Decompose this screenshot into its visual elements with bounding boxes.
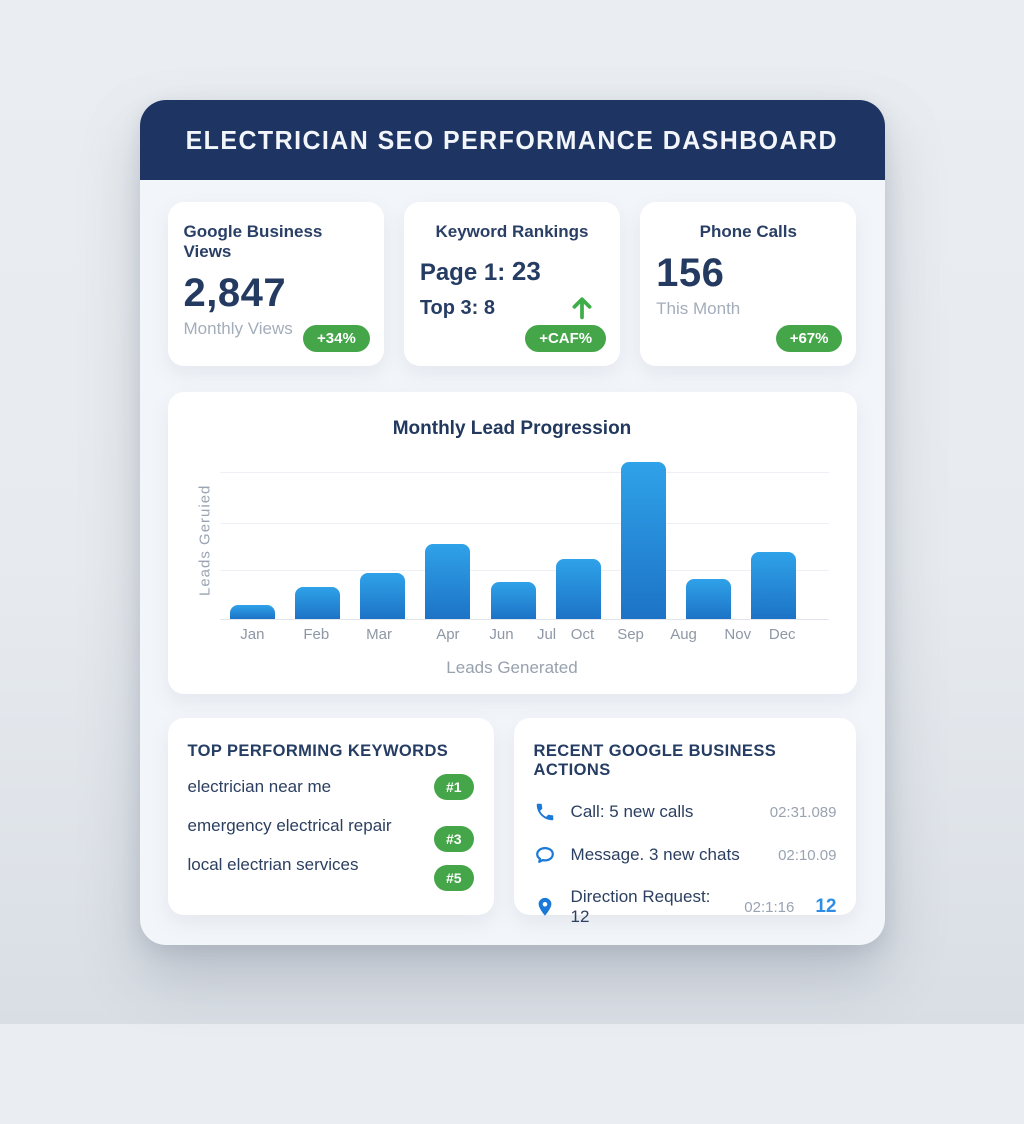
- seo-dashboard: ELECTRICIAN SEO PERFORMANCE DASHBOARD Go…: [139, 100, 885, 945]
- action-time: 02:31.089: [769, 803, 837, 821]
- chart-title: Monthly Lead Progression: [392, 418, 632, 439]
- x-tick-label: Oct: [570, 626, 595, 643]
- stat-card-keyword-rankings: Keyword Rankings Page 1: 23 Top 3: 8 +CA…: [403, 202, 621, 366]
- phone-icon: [536, 803, 553, 821]
- chart-bar-2: [360, 572, 406, 619]
- page1-label: Page 1:: [419, 259, 506, 286]
- action-row-message: Message. 3 new chats 02:10.09: [534, 844, 837, 866]
- panel-title: RECENT GOOGLE BUSINESS ACTIONS: [533, 742, 777, 779]
- stat-card-phone-calls: Phone Calls 156 This Month +67%: [640, 202, 857, 366]
- keyword-row: electrician near me #1: [188, 774, 474, 800]
- stat-subtitle: This Month: [656, 299, 741, 318]
- action-highlight-value: 12: [815, 896, 837, 917]
- stat-subtitle: Monthly Views: [183, 319, 293, 338]
- gridline: [219, 471, 829, 473]
- page1-ranking: Page 1: 23: [420, 256, 604, 287]
- rank-badge: #3: [433, 826, 474, 852]
- top3-ranking: Top 3: 8: [420, 294, 604, 322]
- top3-label: Top 3:: [419, 296, 479, 319]
- map-pin-icon: [538, 897, 551, 916]
- stat-title: Keyword Rankings: [435, 222, 589, 241]
- gridline: [219, 522, 829, 524]
- x-axis-tick-labels: Jan Feb Mar Apr Jun Jul Oct Sep Aug Nov Dec: [220, 626, 829, 648]
- action-label: Direction Request: 12: [570, 887, 711, 926]
- keyword-text: emergency electrical repair: [187, 816, 392, 835]
- chart-bar-3: [425, 544, 471, 619]
- chart-bar-1: [295, 587, 341, 619]
- x-tick-label: Dec: [768, 626, 796, 643]
- google-business-actions-panel: RECENT GOOGLE BUSINESS ACTIONS Call: 5 n…: [513, 718, 857, 926]
- x-tick-label: Jan: [240, 626, 265, 643]
- page-title: ELECTRICIAN SEO PERFORMANCE DASHBOARD: [185, 124, 839, 155]
- chart-bar-4: [490, 582, 536, 619]
- page1-value: 23: [511, 256, 541, 286]
- x-axis-title: Leads Generated: [446, 658, 578, 677]
- action-time: 02:10.09: [778, 846, 837, 864]
- stat-card-google-business-views: Google Business Views 2,847 Monthly View…: [167, 202, 384, 366]
- green-up-arrow-icon: [572, 297, 592, 320]
- chart-plot-area: [219, 460, 829, 620]
- chart-bar-0: [229, 604, 275, 619]
- action-row-directions: Direction Request: 12 02:1:16 12: [534, 887, 837, 927]
- chart-bar-6: [620, 461, 666, 619]
- rank-badge: #5: [433, 865, 474, 891]
- y-axis-label: Leads Geruied: [196, 484, 213, 596]
- x-tick-label: Jul: [536, 626, 557, 643]
- x-tick-label: Apr: [436, 626, 460, 643]
- x-tick-label: Jun: [489, 626, 514, 643]
- rank-badge: #1: [433, 774, 474, 800]
- stats-row: Google Business Views 2,847 Monthly View…: [140, 180, 885, 366]
- action-label: Message. 3 new chats: [570, 845, 740, 864]
- keyword-list: electrician near me #1 emergency electri…: [187, 774, 474, 891]
- x-tick-label: Aug: [670, 626, 697, 643]
- chart-bar-7: [685, 579, 732, 619]
- action-label: Call: 5 new calls: [570, 802, 694, 821]
- status-badge: +34%: [303, 325, 370, 352]
- stat-value: 2,847: [183, 271, 287, 315]
- monthly-lead-chart-card: Monthly Lead Progression Leads Geruied J…: [167, 392, 857, 694]
- chart-body: Leads Geruied: [190, 460, 835, 620]
- top3-value: 8: [483, 296, 496, 319]
- panel-title: TOP PERFORMING KEYWORDS: [187, 742, 449, 760]
- keyword-text: local electrian services: [187, 855, 359, 874]
- keyword-row: emergency electrical repair #3: [187, 813, 474, 852]
- keyword-row: local electrian services #5: [187, 852, 474, 891]
- x-tick-label: Sep: [617, 626, 644, 643]
- x-tick-label: Nov: [724, 626, 752, 643]
- status-badge: +67%: [775, 325, 843, 352]
- stat-title: Phone Calls: [699, 222, 797, 241]
- action-list: Call: 5 new calls 02:31.089 Message. 3 n…: [534, 801, 837, 927]
- dashboard-header: ELECTRICIAN SEO PERFORMANCE DASHBOARD: [139, 100, 885, 180]
- stat-title: Google Business Views: [183, 222, 323, 261]
- action-time: 02:1:16: [744, 898, 795, 916]
- gridline: [219, 570, 829, 572]
- stat-value: 156: [656, 251, 725, 295]
- x-tick-label: Feb: [303, 626, 330, 643]
- chart-bar-5: [555, 558, 601, 619]
- x-tick-label: Mar: [366, 626, 392, 643]
- top-keywords-panel: TOP PERFORMING KEYWORDS electrician near…: [167, 718, 494, 915]
- bottom-row: TOP PERFORMING KEYWORDS electrician near…: [167, 718, 857, 926]
- top3-text: Top 3: 8: [420, 297, 495, 320]
- keyword-text: electrician near me: [187, 777, 332, 796]
- chart-bar-8: [751, 552, 797, 619]
- action-row-call: Call: 5 new calls 02:31.089: [534, 801, 837, 823]
- chat-icon: [535, 847, 554, 863]
- status-badge: +CAF%: [525, 325, 607, 352]
